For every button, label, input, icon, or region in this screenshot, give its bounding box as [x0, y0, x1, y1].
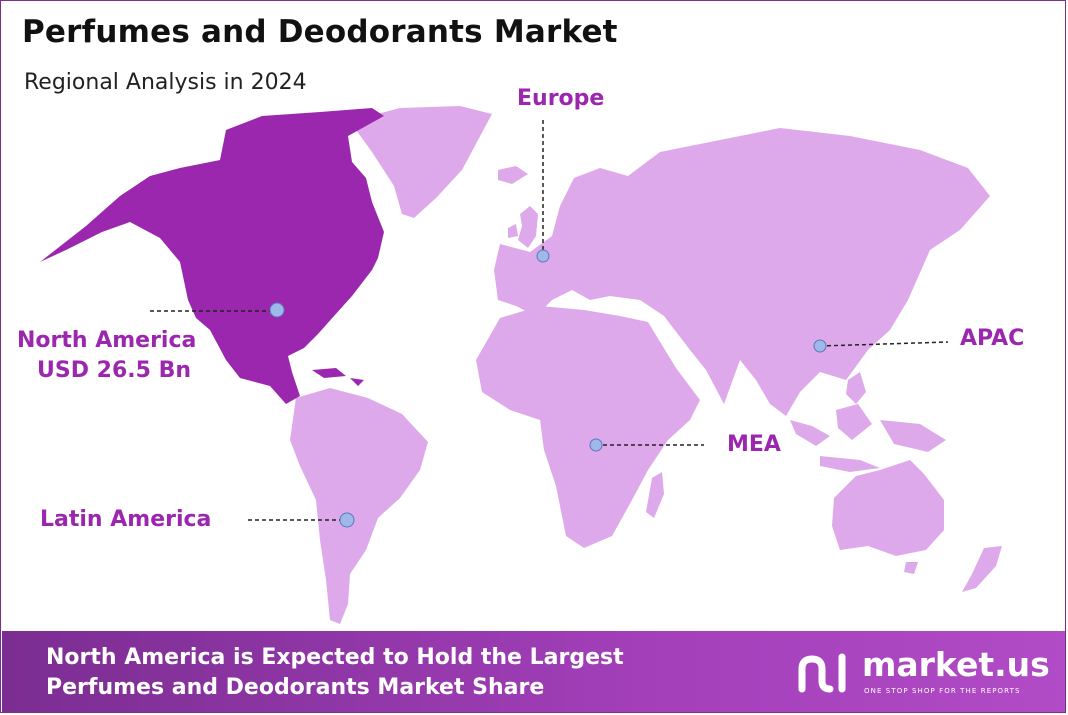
north-america-value: USD 26.5 Bn — [37, 358, 191, 383]
south-america-landmass — [290, 388, 428, 624]
new-zealand-landmass — [962, 546, 1002, 592]
brand-logo: market.us ONE STOP SHOP FOR THE REPORTS — [794, 645, 1050, 699]
europe-marker — [536, 249, 550, 263]
eurasia-landmass — [494, 128, 990, 416]
north-america-marker — [269, 302, 285, 318]
greenland-landmass — [356, 106, 492, 218]
footer-line-2: Perfumes and Deodorants Market Share — [46, 675, 545, 700]
brand-mark-icon — [798, 653, 846, 693]
iceland-landmass — [498, 166, 528, 184]
brand-name: market.us — [862, 645, 1050, 684]
page-title: Perfumes and Deodorants Market — [22, 14, 618, 50]
north-america-label: North America — [17, 328, 197, 353]
brand-tagline: ONE STOP SHOP FOR THE REPORTS — [864, 687, 1021, 695]
caribbean-islands — [312, 368, 364, 386]
madagascar-landmass — [646, 472, 664, 518]
mea-label: MEA — [727, 432, 781, 457]
footer-banner: North America is Expected to Hold the La… — [2, 631, 1065, 712]
apac-marker — [813, 339, 827, 353]
british-isles-landmass — [508, 206, 538, 248]
footer-line-1: North America is Expected to Hold the La… — [46, 645, 624, 670]
japan-landmass — [884, 250, 924, 306]
apac-connector — [819, 341, 949, 347]
southeast-asia-islands — [790, 372, 946, 472]
north-america-landmass — [40, 108, 384, 404]
footer-text: North America is Expected to Hold the La… — [46, 643, 624, 703]
latin-america-label: Latin America — [40, 507, 212, 532]
australia-landmass — [832, 460, 944, 556]
page-subtitle: Regional Analysis in 2024 — [24, 70, 307, 95]
mea-marker — [589, 438, 603, 452]
latin-america-marker — [339, 512, 355, 528]
europe-label: Europe — [517, 86, 605, 111]
africa-landmass — [476, 306, 700, 548]
apac-label: APAC — [960, 326, 1025, 351]
tasmania-landmass — [904, 562, 918, 574]
